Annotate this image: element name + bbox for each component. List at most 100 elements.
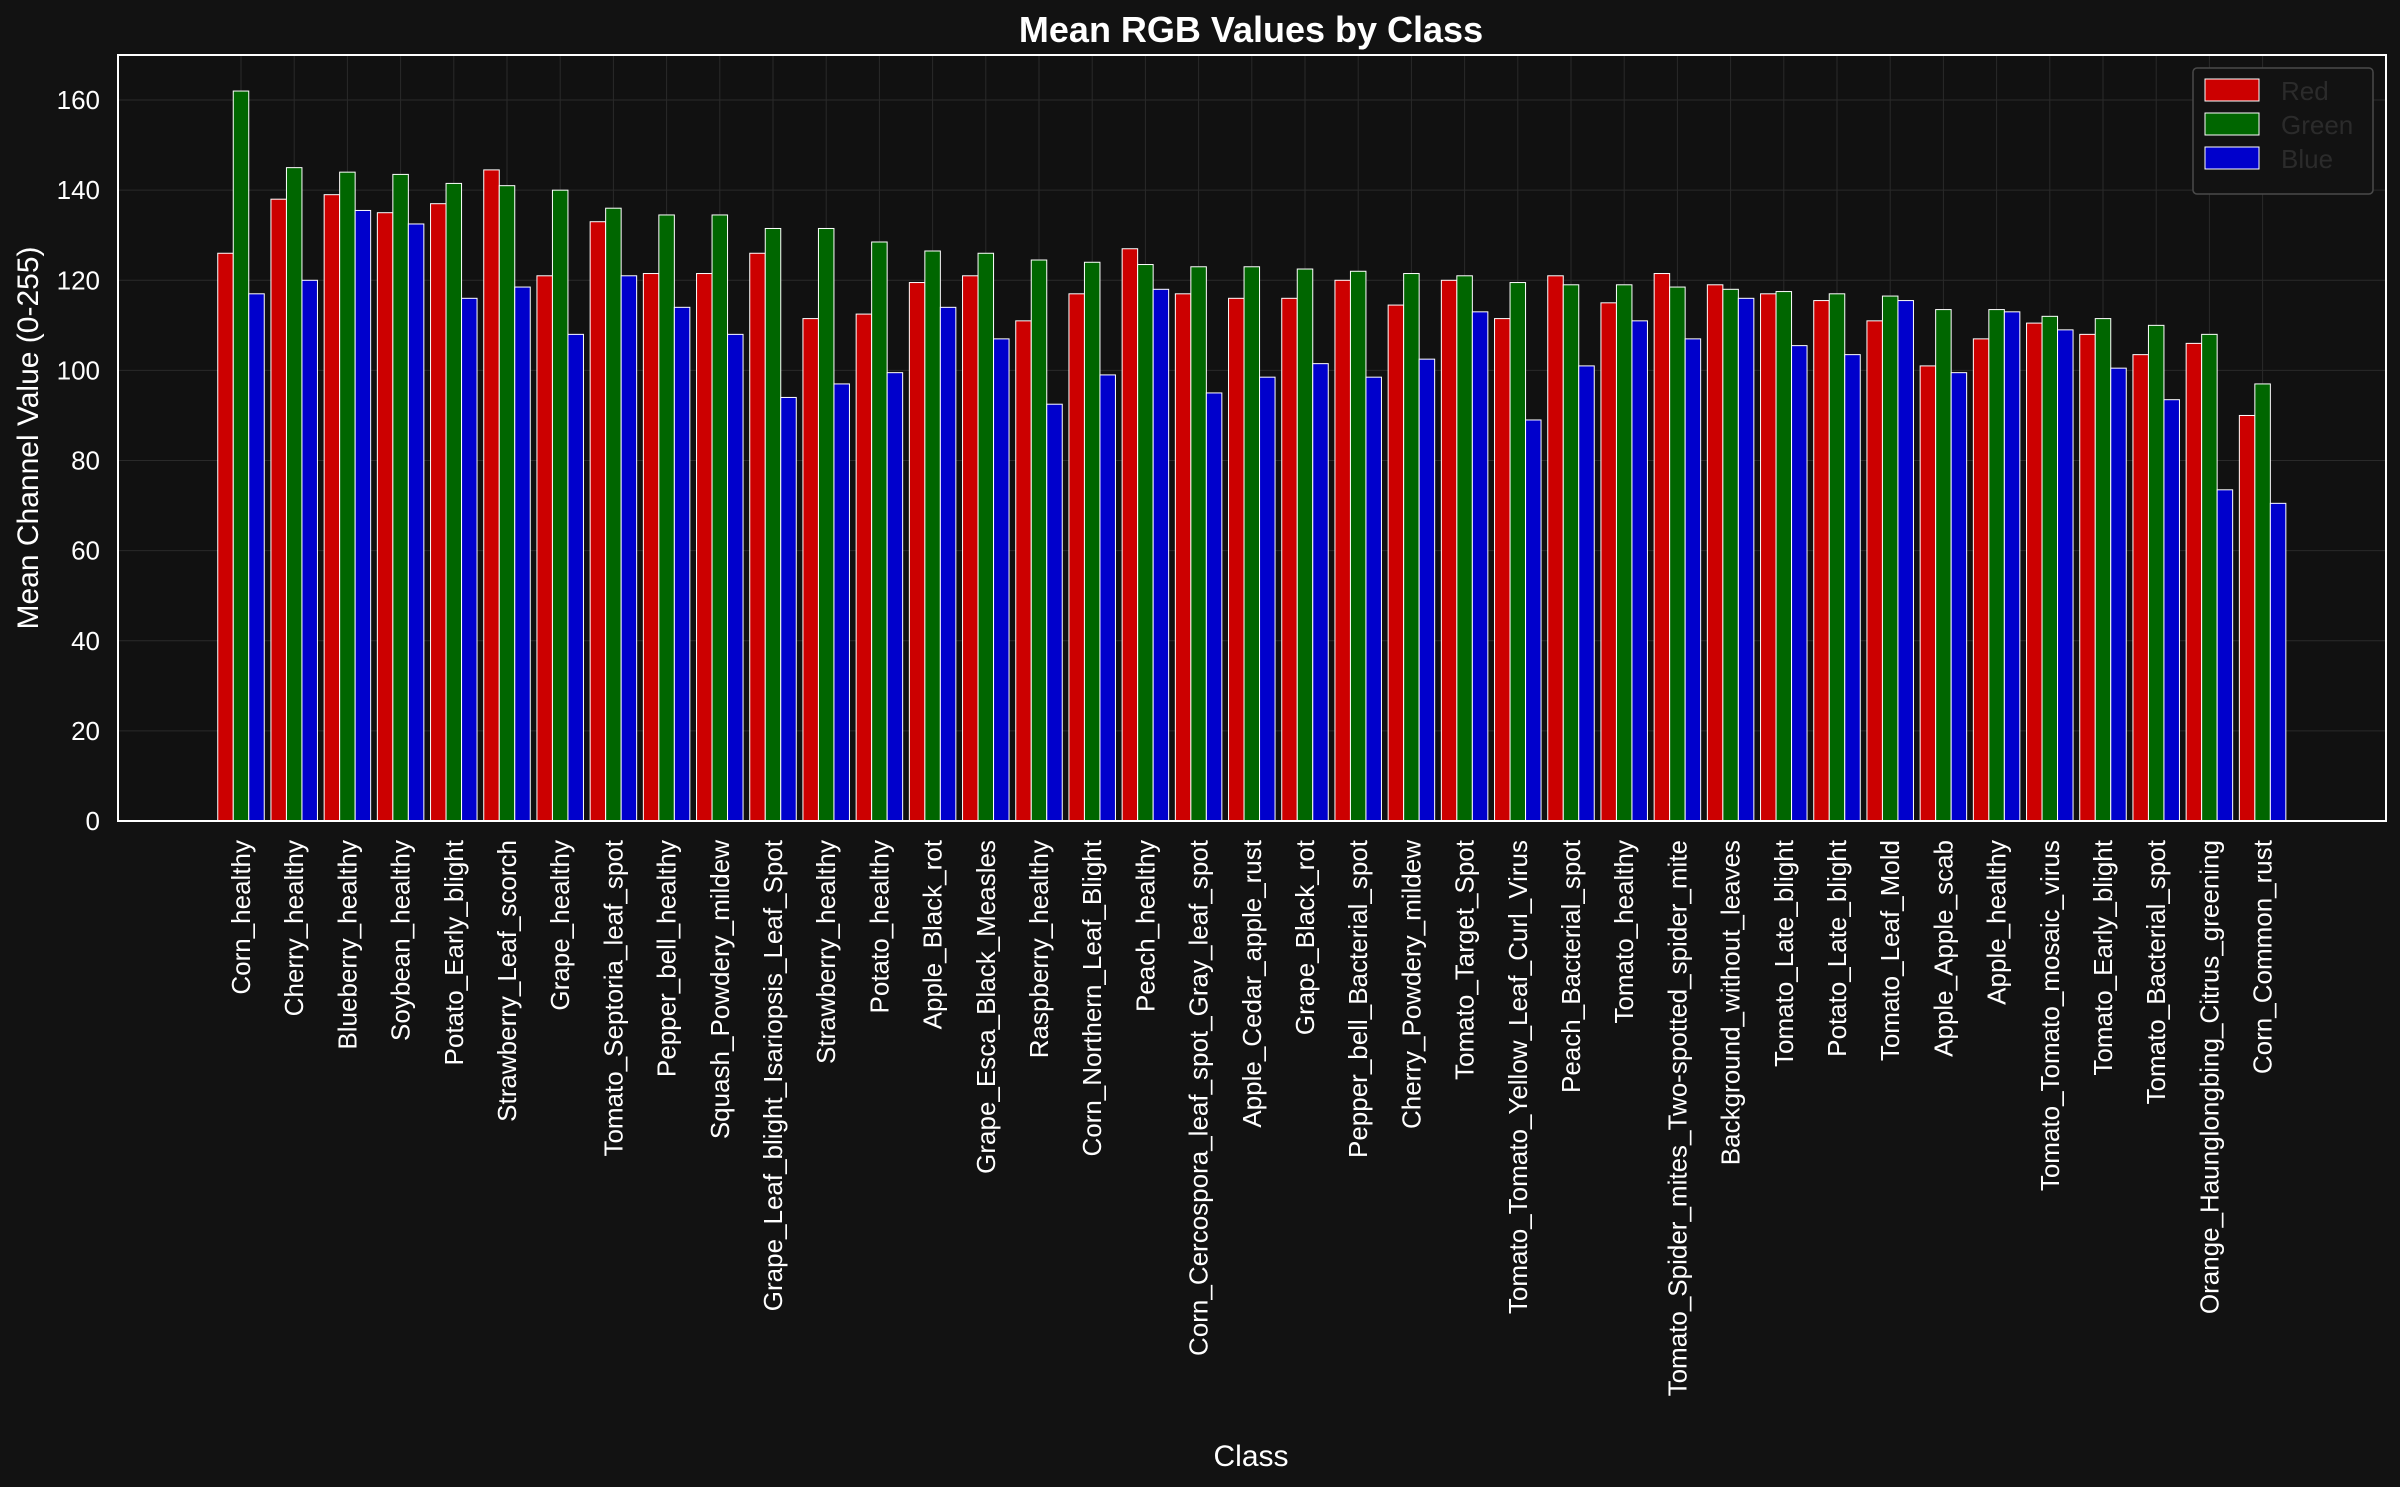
bar-green xyxy=(817,227,835,822)
x-tick-label: Potato_healthy xyxy=(864,840,894,1013)
x-tick-label: Tomato_Spider_mites_Two-spotted_spider_m… xyxy=(1662,840,1692,1396)
bar-red xyxy=(483,169,500,822)
x-axis-ticks: Corn_healthy Cherry_healthy Blueberry_heal… xyxy=(226,839,2278,1396)
x-tick-label: Strawberry_Leaf_scorch xyxy=(492,840,522,1122)
bar-blue xyxy=(1950,372,1968,822)
x-tick-label: Grape_Black_rot xyxy=(1290,839,1320,1035)
x-tick-label: Peach_healthy xyxy=(1130,840,1160,1012)
bar-red xyxy=(1015,320,1032,822)
bar-red xyxy=(1600,302,1617,822)
bar-blue xyxy=(1631,320,1648,822)
bar-blue xyxy=(2269,502,2287,822)
bar-red xyxy=(1334,279,1351,822)
legend-swatch-green xyxy=(2204,112,2260,136)
bar-blue xyxy=(1791,345,1808,822)
bar-green xyxy=(1669,286,1686,822)
bar-blue xyxy=(2110,367,2127,822)
bar-blue xyxy=(727,333,744,822)
x-tick-label: Apple_Apple_scab xyxy=(1928,840,1958,1057)
bar-red xyxy=(802,318,819,822)
x-tick-label: Corn_Common_rust xyxy=(2248,839,2278,1074)
bar-red xyxy=(1919,365,1937,822)
y-tick-label: 80 xyxy=(71,446,100,476)
legend-label-green: Green xyxy=(2281,110,2353,140)
bar-blue xyxy=(939,306,957,822)
bar-blue xyxy=(1737,297,1755,822)
bar-red xyxy=(1866,320,1883,822)
bar-green xyxy=(711,214,729,822)
bar-green xyxy=(1935,309,1952,822)
x-tick-label: Orange_Haunglongbing_Citrus_greening xyxy=(2194,840,2224,1314)
y-tick-label: 100 xyxy=(57,355,100,385)
legend-swatch-red xyxy=(2204,78,2260,102)
x-tick-label: Peach_Bacterial_spot xyxy=(1556,839,1586,1093)
bar-blue xyxy=(1099,374,1116,822)
x-tick-label: Cherry_healthy xyxy=(279,840,309,1016)
bar-red xyxy=(1760,293,1777,822)
bar-blue xyxy=(1844,354,1861,822)
y-tick-label: 0 xyxy=(86,806,100,836)
bar-red xyxy=(1174,293,1192,822)
bar-green xyxy=(1243,266,1261,822)
bar-green xyxy=(2094,318,2112,822)
bar-red xyxy=(1387,304,1405,822)
x-tick-label: Tomato_Leaf_Mold xyxy=(1875,840,1905,1061)
bar-green xyxy=(1775,291,1793,822)
bar-green xyxy=(977,252,995,822)
bar-red xyxy=(2132,354,2149,822)
bar-blue xyxy=(1418,358,1436,822)
bar-blue xyxy=(1205,392,1223,822)
bar-green xyxy=(924,250,941,822)
x-tick-label: Tomato_Bacterial_spot xyxy=(2141,839,2171,1104)
y-tick-label: 20 xyxy=(71,716,100,746)
x-tick-label: Grape_Leaf_blight_Isariopsis_Leaf_Spot xyxy=(758,839,788,1311)
bar-blue xyxy=(2216,489,2234,822)
bar-green xyxy=(605,207,622,822)
bar-green xyxy=(1296,268,1314,822)
bar-green xyxy=(871,241,888,822)
bar-red xyxy=(855,313,873,822)
bar-red xyxy=(270,198,287,822)
x-tick-label: Tomato_healthy xyxy=(1609,840,1639,1024)
x-tick-label: Corn_Cercospora_leaf_spot_Gray_leaf_spot xyxy=(1184,839,1214,1356)
legend-label-blue: Blue xyxy=(2281,144,2333,174)
bar-red xyxy=(376,212,394,822)
bar-blue xyxy=(1312,363,1329,822)
bar-blue xyxy=(673,306,691,822)
bar-blue xyxy=(1525,419,1542,822)
bar-green xyxy=(1828,293,1846,822)
y-axis-label: Mean Channel Value (0-255) xyxy=(12,246,45,629)
bar-green xyxy=(2254,383,2271,822)
y-tick-label: 40 xyxy=(71,626,100,656)
bar-red xyxy=(217,252,234,822)
bar-green xyxy=(1030,259,1048,822)
y-tick-label: 120 xyxy=(57,265,100,295)
bar-green xyxy=(764,227,782,822)
bar-blue xyxy=(2003,311,2021,822)
bar-red xyxy=(1706,284,1724,822)
bar-green xyxy=(2147,324,2165,822)
bar-red xyxy=(1972,338,1990,822)
x-tick-label: Tomato_Late_blight xyxy=(1769,839,1799,1067)
bar-blue xyxy=(301,279,318,822)
bar-blue xyxy=(2057,329,2074,822)
bar-red xyxy=(1228,297,1245,822)
bar-red xyxy=(696,273,713,822)
x-tick-label: Pepper_bell_Bacterial_spot xyxy=(1343,839,1373,1158)
bar-red xyxy=(642,273,660,822)
bar-blue xyxy=(248,293,265,822)
legend-label-red: Red xyxy=(2281,76,2329,106)
bar-blue xyxy=(833,383,850,822)
bar-green xyxy=(658,214,675,822)
bar-green xyxy=(445,182,463,822)
bar-blue xyxy=(354,209,372,822)
bar-green xyxy=(339,171,356,822)
y-tick-label: 140 xyxy=(57,175,100,205)
x-tick-label: Tomato_Target_Spot xyxy=(1450,839,1480,1080)
x-tick-label: Soybean_healthy xyxy=(386,840,416,1041)
x-tick-label: Potato_Early_blight xyxy=(439,839,469,1065)
x-tick-label: Grape_Esca_Black_Measles xyxy=(971,840,1001,1174)
bar-green xyxy=(232,90,250,822)
bar-blue xyxy=(993,338,1010,822)
